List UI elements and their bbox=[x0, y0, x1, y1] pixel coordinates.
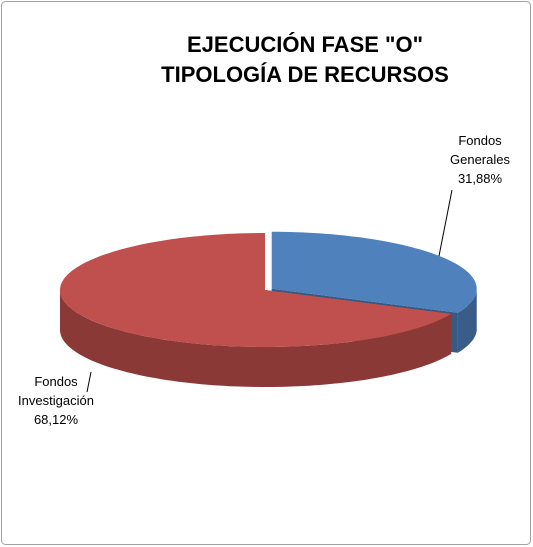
label-word: Fondos bbox=[34, 374, 78, 389]
data-label: Fondos Generales bbox=[450, 133, 510, 167]
value-label: 31,88% bbox=[458, 171, 503, 186]
chart-title: EJECUCIÓN FASE "O" bbox=[187, 32, 423, 57]
slice-side bbox=[457, 288, 477, 353]
label-word: Generales bbox=[450, 152, 510, 167]
value-label: 68,12% bbox=[34, 412, 79, 427]
slice-side-shade bbox=[457, 288, 477, 353]
slice bbox=[60, 233, 452, 347]
slice bbox=[271, 231, 477, 313]
leader-line bbox=[86, 371, 92, 393]
leader-line bbox=[438, 189, 453, 257]
slice-side bbox=[60, 290, 452, 387]
data-label: Fondos Investigación bbox=[18, 374, 94, 408]
slice-side-shade bbox=[60, 290, 452, 387]
label-word: Investigación bbox=[18, 393, 94, 408]
chart-title: TIPOLOGÍA DE RECURSOS bbox=[161, 62, 449, 87]
label-word: Fondos bbox=[458, 133, 502, 148]
